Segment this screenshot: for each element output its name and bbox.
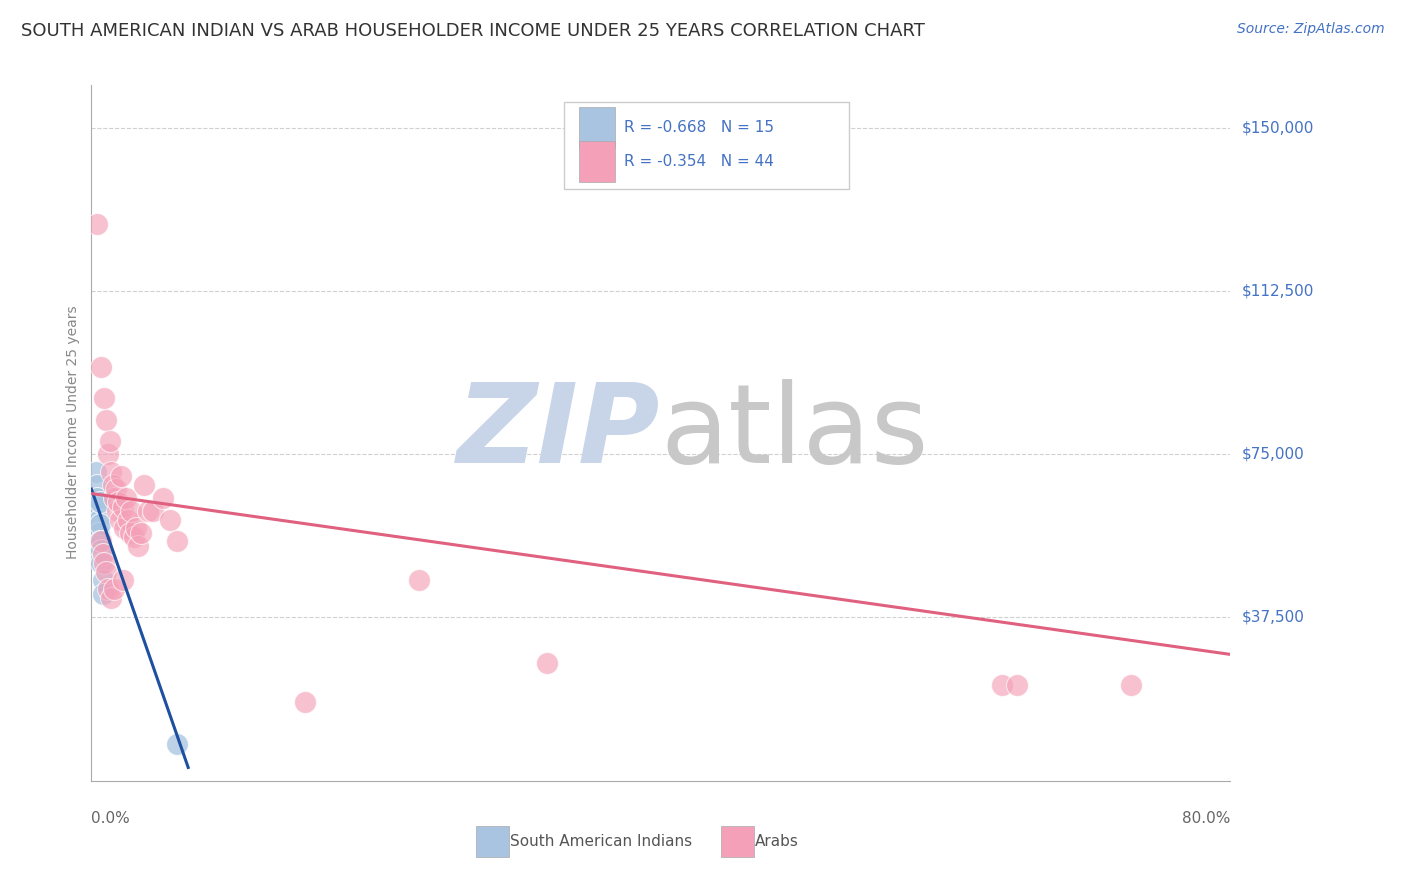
FancyBboxPatch shape xyxy=(579,141,616,182)
Text: Source: ZipAtlas.com: Source: ZipAtlas.com xyxy=(1237,22,1385,37)
Point xyxy=(86,478,108,492)
Point xyxy=(124,521,146,535)
Text: 80.0%: 80.0% xyxy=(1182,811,1230,826)
Point xyxy=(110,469,132,483)
Point xyxy=(91,586,114,600)
Point xyxy=(132,478,155,492)
Point xyxy=(159,512,181,526)
Point xyxy=(87,500,110,514)
Point xyxy=(111,574,134,588)
FancyBboxPatch shape xyxy=(579,107,616,148)
Point xyxy=(118,525,141,540)
FancyBboxPatch shape xyxy=(564,103,849,189)
Point xyxy=(108,512,131,526)
Point xyxy=(112,521,135,535)
Text: $112,500: $112,500 xyxy=(1241,284,1313,299)
Point xyxy=(87,512,110,526)
Point xyxy=(97,447,120,461)
Point xyxy=(166,737,188,751)
Text: Arabs: Arabs xyxy=(755,834,799,849)
Point xyxy=(122,530,145,544)
Point xyxy=(86,491,108,505)
Point xyxy=(142,504,165,518)
Point xyxy=(89,495,111,509)
Point xyxy=(408,574,430,588)
Text: South American Indians: South American Indians xyxy=(510,834,693,849)
Point xyxy=(97,582,120,596)
FancyBboxPatch shape xyxy=(477,826,509,857)
Point xyxy=(152,491,174,505)
Point xyxy=(91,548,114,562)
Point xyxy=(84,465,107,479)
Point xyxy=(103,582,125,596)
Text: $37,500: $37,500 xyxy=(1241,610,1305,625)
Point xyxy=(100,591,122,605)
Point xyxy=(93,391,115,405)
Point xyxy=(89,516,111,531)
Point xyxy=(991,678,1014,692)
Point xyxy=(91,574,114,588)
Point xyxy=(1005,678,1028,692)
Text: SOUTH AMERICAN INDIAN VS ARAB HOUSEHOLDER INCOME UNDER 25 YEARS CORRELATION CHAR: SOUTH AMERICAN INDIAN VS ARAB HOUSEHOLDE… xyxy=(21,22,925,40)
Text: 0.0%: 0.0% xyxy=(91,811,131,826)
Text: $75,000: $75,000 xyxy=(1241,447,1305,462)
Point xyxy=(294,695,316,709)
Point xyxy=(90,556,112,570)
Point xyxy=(111,500,134,514)
Text: atlas: atlas xyxy=(661,379,929,486)
Point xyxy=(103,491,125,505)
Point xyxy=(1119,678,1142,692)
Point xyxy=(90,360,112,375)
FancyBboxPatch shape xyxy=(721,826,754,857)
Point xyxy=(536,656,558,670)
Point xyxy=(94,412,117,426)
Point xyxy=(120,504,142,518)
Text: R = -0.354   N = 44: R = -0.354 N = 44 xyxy=(624,153,775,169)
Point xyxy=(90,534,112,549)
Point xyxy=(166,534,188,549)
Point xyxy=(87,525,110,540)
Point xyxy=(86,217,108,231)
Text: $150,000: $150,000 xyxy=(1241,120,1313,136)
Point xyxy=(105,504,128,518)
Text: ZIP: ZIP xyxy=(457,379,661,486)
Point xyxy=(89,548,111,562)
Point xyxy=(94,565,117,579)
Text: R = -0.668   N = 15: R = -0.668 N = 15 xyxy=(624,120,775,136)
Point xyxy=(89,534,111,549)
Point xyxy=(101,478,124,492)
Point xyxy=(107,495,129,509)
Point xyxy=(127,539,149,553)
Point xyxy=(129,525,152,540)
Point xyxy=(93,556,115,570)
Point xyxy=(90,543,112,558)
Point xyxy=(138,504,160,518)
Point xyxy=(100,465,122,479)
Point xyxy=(98,434,121,449)
Y-axis label: Householder Income Under 25 years: Householder Income Under 25 years xyxy=(66,306,80,559)
Point xyxy=(114,491,136,505)
Point xyxy=(117,512,139,526)
Point xyxy=(104,482,127,496)
